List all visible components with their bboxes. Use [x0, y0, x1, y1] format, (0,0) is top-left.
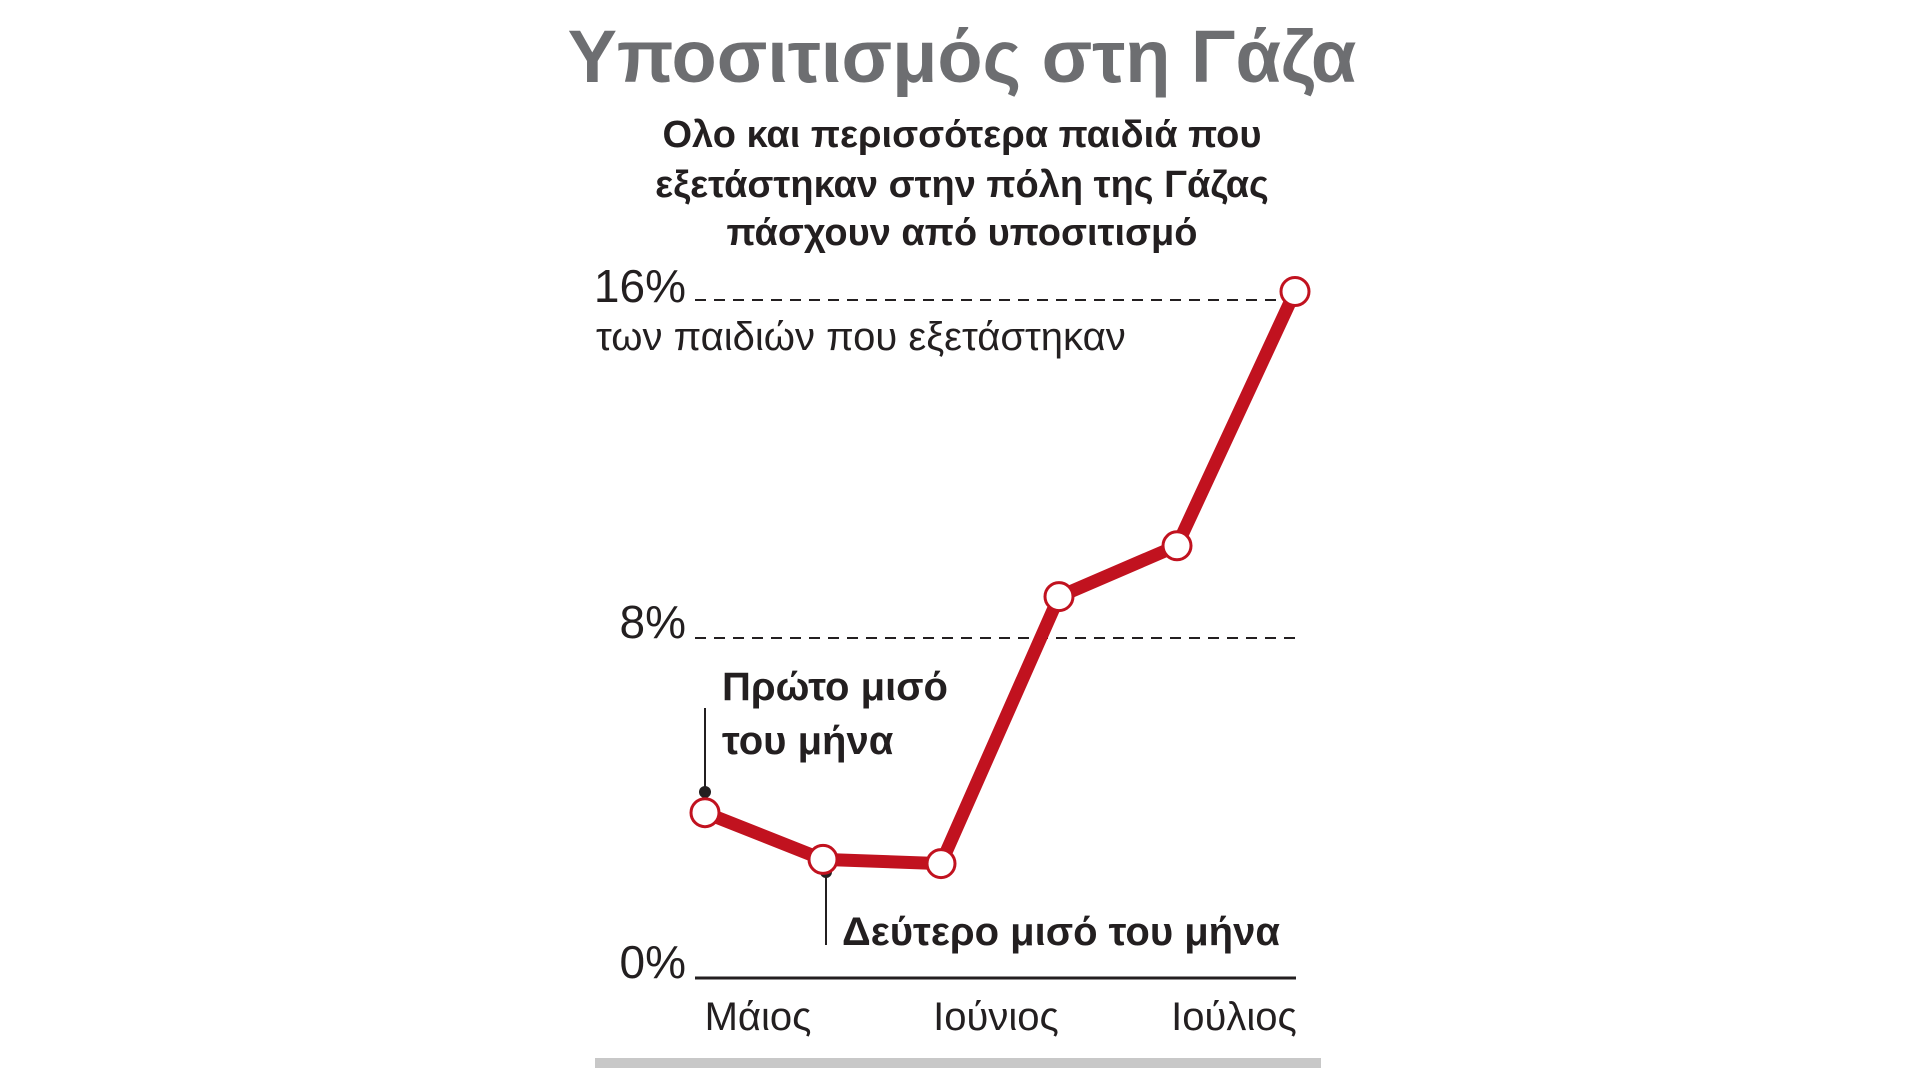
chart-subtitle-line-2: εξετάστηκαν στην πόλη της Γάζας	[655, 164, 1269, 206]
first-half-annotation-dot	[699, 786, 711, 798]
chart-subtitle-line-3: πάσχουν από υποσιτισμό	[726, 212, 1197, 254]
data-markers	[689, 276, 1311, 880]
second-half-annotation: Δεύτερο μισό του μήνα	[842, 910, 1280, 954]
y-tick-label-16: 16%	[594, 260, 686, 312]
x-tick-label-june: Ιούνιος	[933, 995, 1059, 1039]
series-line	[698, 285, 1302, 871]
data-point-0	[689, 797, 721, 829]
unit-label: των παιδιών που εξετάστηκαν	[596, 315, 1126, 359]
chart-title: Υποσιτισμός στη Γάζα	[568, 15, 1357, 98]
data-point-1	[807, 843, 839, 875]
data-point-2	[925, 848, 957, 880]
bottom-rule	[595, 1058, 1321, 1068]
x-tick-label-july: Ιούλιος	[1171, 995, 1297, 1039]
data-point-5	[1279, 276, 1311, 307]
first-half-annotation-line-2: του μήνα	[722, 719, 894, 763]
y-tick-label-0: 0%	[620, 936, 686, 988]
y-tick-label-8: 8%	[620, 596, 686, 648]
x-tick-label-may: Μάιος	[705, 995, 812, 1039]
data-point-4	[1161, 530, 1193, 562]
chart-subtitle-line-1: Ολο και περισσότερα παιδιά που	[662, 114, 1261, 156]
data-point-3	[1043, 581, 1075, 613]
first-half-annotation-line-1: Πρώτο μισό	[722, 665, 948, 709]
